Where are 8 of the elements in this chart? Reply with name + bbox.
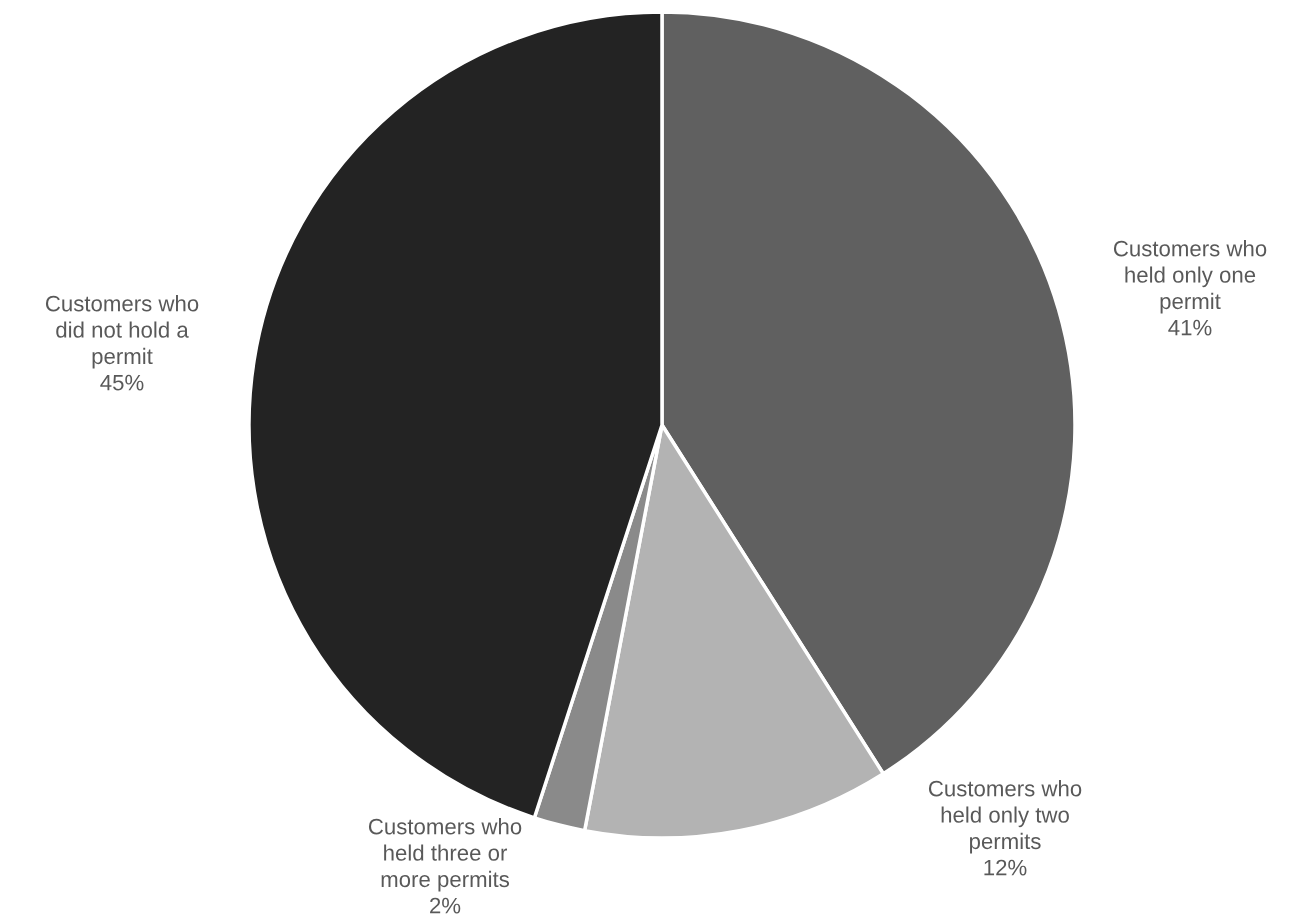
slice-label: Customers who held three or more permits <box>368 818 522 892</box>
data-label: 41% <box>1168 319 1212 336</box>
data-label: 2% <box>430 897 461 914</box>
slice-label: Customers who did not hold a permit <box>45 295 199 369</box>
slice-label: Customers who held only one permit <box>1113 240 1267 314</box>
data-label: 45% <box>100 374 144 391</box>
slice-label: Customers who held only two permits <box>928 780 1082 854</box>
data-label: 12% <box>984 859 1027 876</box>
